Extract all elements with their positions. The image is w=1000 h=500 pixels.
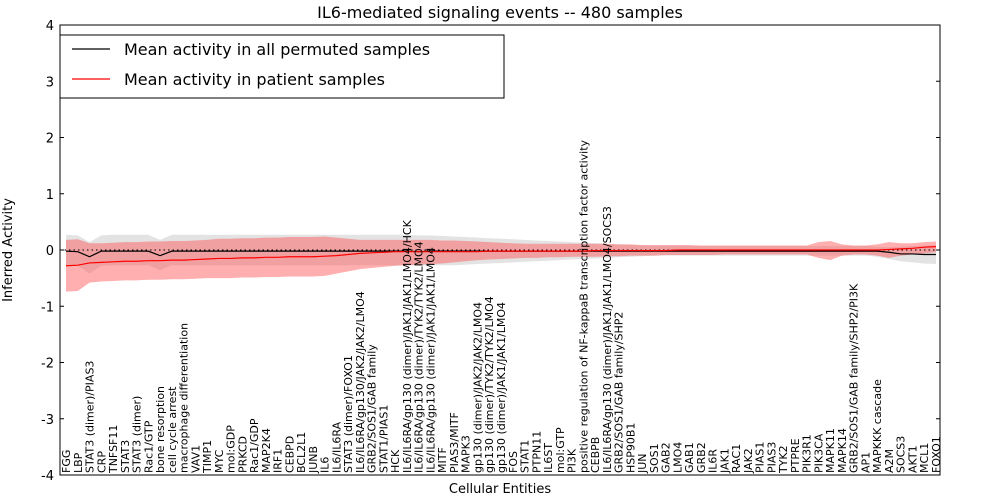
category-label: bone resorption — [154, 386, 167, 473]
category-label: PTPRE — [789, 438, 802, 473]
category-label: JAK1 — [718, 448, 731, 474]
category-label: A2M — [883, 449, 896, 473]
category-label: IL6R — [707, 449, 720, 473]
category-label: CEBPD — [283, 436, 296, 473]
category-label: STAT3 (dimer)/PIAS3 — [84, 361, 97, 473]
category-label: IL6 — [319, 457, 332, 473]
y-tick-label: -4 — [41, 469, 54, 484]
category-label: STAT1 — [519, 440, 532, 473]
category-label: GRB2/SOS1/GAB family — [366, 344, 379, 473]
category-label: JUNB — [307, 446, 320, 474]
category-label: IL6/IL6RA/gp130 (dimer)/JAK1/JAK1/LMO4 — [424, 247, 437, 473]
category-label: Rac1/GTP — [142, 420, 155, 473]
category-label: PI3K — [566, 448, 579, 473]
category-label: FGG — [60, 450, 73, 473]
category-label: PIAS1 — [754, 442, 767, 473]
category-label: macrophage differentiation — [178, 323, 191, 473]
y-tick-label: -2 — [41, 357, 54, 372]
category-label: STAT3 — [119, 440, 132, 473]
series-lines — [60, 246, 940, 267]
category-label: HSP90B1 — [624, 423, 637, 473]
category-label: IL6/IL6RA/gp130/JAK2/JAK2/LMO4 — [354, 291, 367, 473]
legend-label-patient: Mean activity in patient samples — [124, 70, 385, 89]
category-label: GAB2 — [660, 442, 673, 473]
category-label: IL6/IL6RA/gp130 (dimer)/TYK2/TYK2/LMO4 — [413, 241, 426, 473]
category-label: TNFSF11 — [107, 425, 120, 474]
category-label: SOCS3 — [895, 436, 908, 473]
category-label: positive regulation of NF-kappaB transcr… — [577, 139, 590, 473]
category-label: MAPK11 — [824, 428, 837, 473]
y-tick-label: 3 — [46, 75, 54, 90]
category-label: GRB2/SOS1/GAB family/SHP2 — [613, 312, 626, 473]
legend-frame — [59, 34, 505, 99]
category-label: SOS1 — [648, 443, 661, 473]
y-tick-label: -1 — [41, 300, 54, 315]
category-label: PIAS3/MITF — [448, 412, 461, 473]
category-label: MCL1 — [918, 443, 931, 473]
x-axis-label: Cellular Entities — [449, 482, 551, 497]
category-label: gp130 (dimer)/TYK2/TYK2/LMO4 — [483, 296, 496, 473]
patient-band — [66, 236, 936, 292]
y-tick-label: 4 — [46, 19, 54, 34]
category-label: MAPK14 — [836, 428, 849, 473]
confidence-bands — [66, 234, 936, 292]
category-label: AP1 — [859, 452, 872, 473]
category-label: IL6/IL6RA/gp130 (dimer)/JAK1/JAK1/LMO4/S… — [601, 206, 614, 473]
category-label: VAV1 — [189, 445, 202, 473]
series-line-patient — [65, 246, 937, 267]
category-label: CRP — [95, 451, 108, 473]
category-label: MAP2K4 — [260, 428, 273, 473]
category-label: MAPK3 — [460, 435, 473, 473]
chart-title: IL6-mediated signaling events -- 480 sam… — [317, 3, 683, 22]
category-label: LBP — [72, 452, 85, 473]
y-tick-label: 1 — [46, 188, 54, 203]
category-label: GAB1 — [683, 442, 696, 473]
category-label: JAK2 — [742, 448, 755, 474]
category-label: MYC — [213, 449, 226, 473]
category-label: GRB2/SOS1/GAB family/SHP2/PI3K — [848, 283, 861, 473]
y-axis-label: Inferred Activity — [1, 198, 16, 302]
category-label: HCK — [389, 449, 402, 473]
category-label: gp130 (dimer)/JAK2/JAK2/LMO4 — [471, 302, 484, 473]
category-label: CEBPB — [589, 437, 602, 473]
category-label: PIAS3 — [765, 442, 778, 473]
category-label: IL6/IL6RA — [330, 421, 343, 473]
category-label: TYK2 — [777, 445, 790, 474]
category-label: BCL2L1 — [295, 432, 308, 473]
category-label: mol:GTP — [554, 427, 567, 473]
y-axis: -4 -3 -2 -1 0 1 2 3 4 — [41, 19, 940, 484]
category-label: PIK3CA — [812, 433, 825, 473]
y-tick-label: 0 — [46, 244, 54, 259]
category-label: STAT3 (dimer)/FOXO1 — [342, 355, 355, 473]
permuted-band — [66, 234, 936, 274]
category-label: GRB2 — [695, 442, 708, 473]
category-label: IL6ST — [542, 443, 555, 473]
y-tick-label: -3 — [41, 413, 54, 428]
category-label: JUN — [636, 453, 649, 474]
category-label: TIMP1 — [201, 440, 214, 474]
category-label: MAPKKK cascade — [871, 379, 884, 473]
category-label: PTPN11 — [530, 431, 543, 473]
category-label: FOS — [507, 451, 520, 473]
category-label: STAT1/PIAS1 — [377, 405, 390, 473]
category-label: IRF1 — [272, 449, 285, 473]
category-label: Rac1/GDP — [248, 418, 261, 473]
category-label: PRKCD — [236, 436, 249, 473]
category-label: IL6/IL6RA/gp130 (dimer)/JAK1/JAK1/LMO4/H… — [401, 219, 414, 473]
category-label: STAT3 (dimer) — [131, 396, 144, 473]
category-label: AKT1 — [906, 445, 919, 473]
category-label: LMO4 — [671, 442, 684, 473]
y-tick-label: 2 — [46, 132, 54, 147]
category-label: MITF — [436, 447, 449, 473]
category-label: FOXO1 — [930, 436, 943, 473]
category-label: mol:GDP — [225, 425, 238, 473]
category-label: PIK3R1 — [801, 434, 814, 473]
legend-label-permuted: Mean activity in all permuted samples — [124, 40, 430, 59]
legend: Mean activity in all permuted samples Me… — [59, 34, 505, 99]
category-label: gp130 (dimer)/JAK1/JAK1/LMO4 — [495, 302, 508, 473]
category-label: RAC1 — [730, 444, 743, 473]
category-label: cell cycle arrest — [166, 386, 179, 473]
